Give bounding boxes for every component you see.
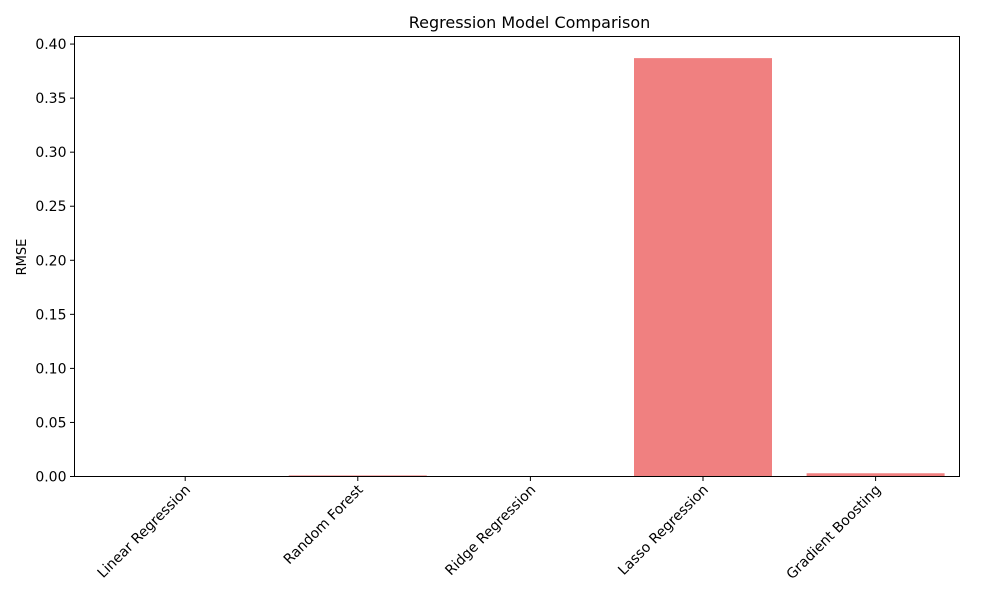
x-tick-label: Random Forest [281, 482, 367, 568]
y-axis-label: RMSE [15, 239, 30, 276]
y-tick-label: 0.35 [35, 91, 66, 107]
bar-lasso-regression [634, 58, 772, 477]
y-tick-label: 0.30 [35, 145, 66, 161]
y-axis: 0.00 0.05 0.10 0.15 0.20 0.25 0.30 0.35 0.40 [35, 37, 75, 486]
x-tick-label: Ridge Regression [442, 482, 539, 579]
plot-frame [74, 36, 960, 477]
x-tick-label: Linear Regression [95, 482, 194, 581]
y-tick-label: 0.10 [35, 361, 66, 377]
x-tick-label: Gradient Boosting [784, 482, 885, 583]
bar-gradient-boosting [806, 473, 945, 477]
y-tick-label: 0.25 [35, 199, 66, 215]
x-axis: Linear Regression Random Forest Ridge Regr… [95, 476, 885, 583]
y-tick-label: 0.05 [35, 415, 66, 431]
y-tick-label: 0.00 [35, 470, 66, 486]
chart-title: Regression Model Comparison [409, 13, 651, 32]
bar-random-forest [288, 475, 427, 477]
bars-group [288, 58, 945, 477]
y-tick-label: 0.15 [35, 307, 66, 323]
y-tick-label: 0.20 [35, 253, 66, 269]
y-tick-label: 0.40 [35, 37, 66, 53]
x-tick-label: Lasso Regression [615, 482, 712, 579]
